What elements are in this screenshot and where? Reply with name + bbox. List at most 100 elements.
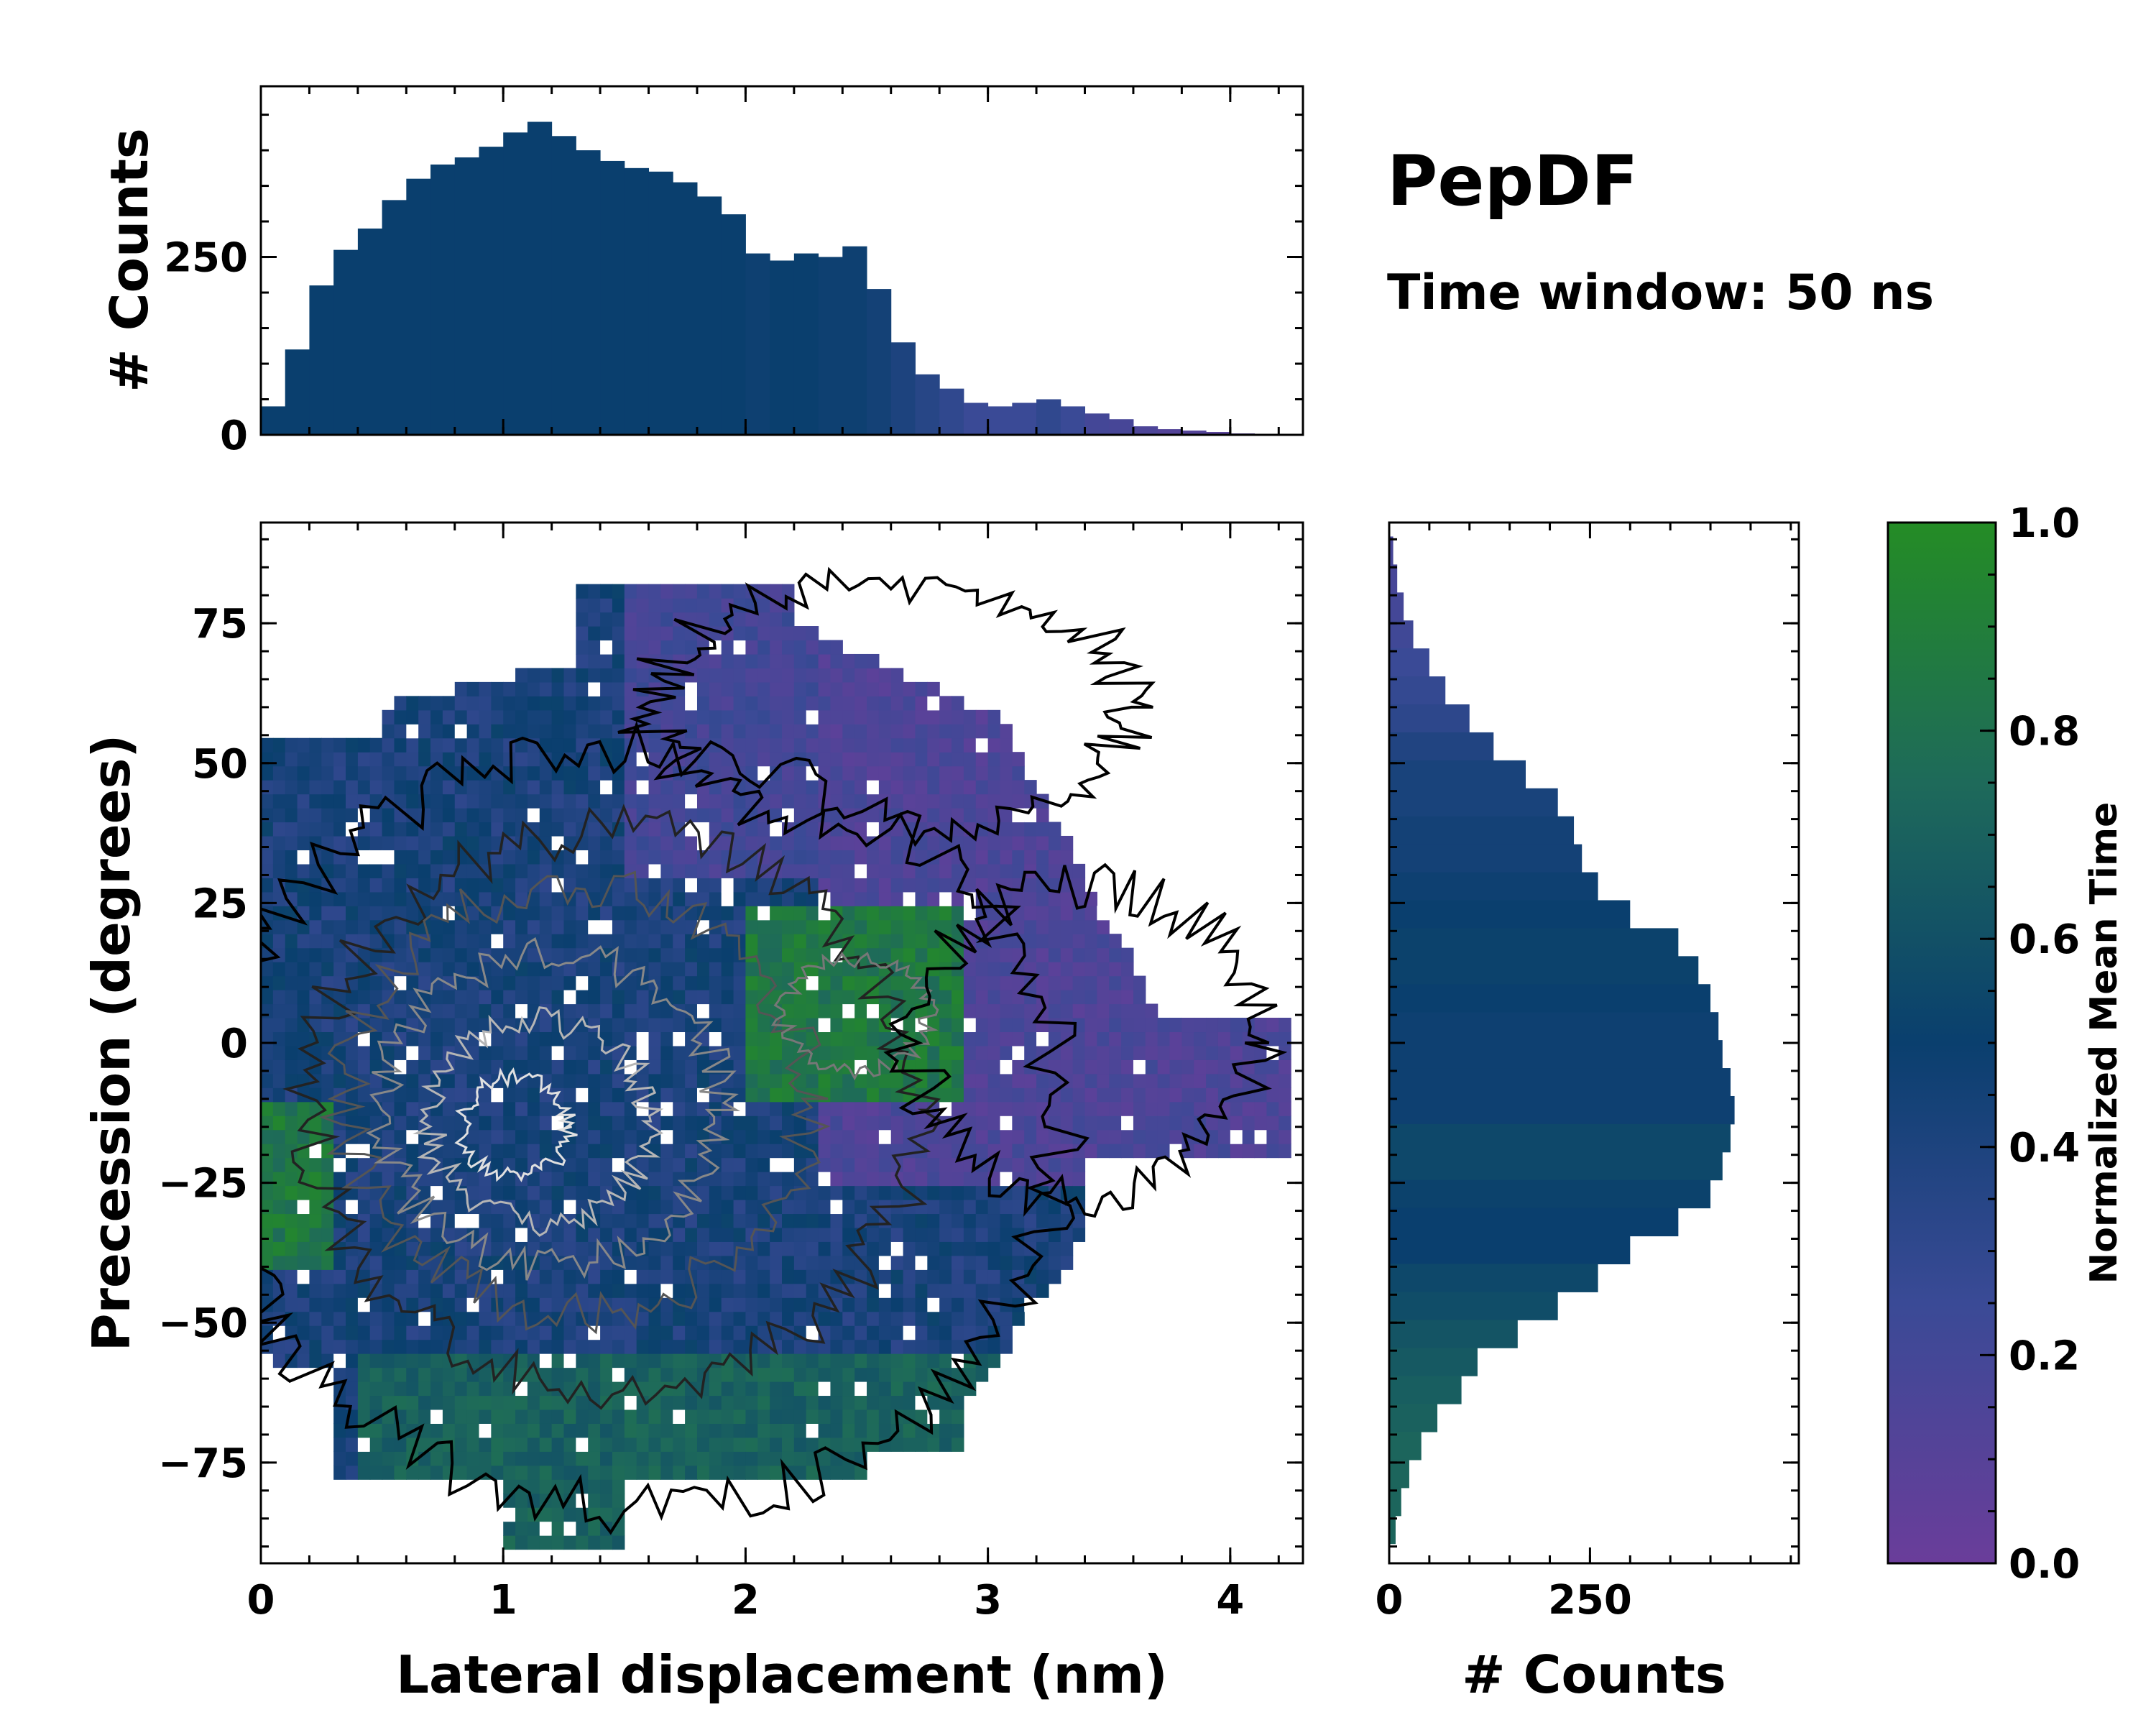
- heatmap-cell: [1279, 1116, 1291, 1131]
- heatmap-cell: [793, 1423, 807, 1438]
- heatmap-cell: [309, 947, 322, 962]
- heatmap-cell: [685, 947, 698, 962]
- heatmap-cell: [1133, 1059, 1146, 1075]
- heatmap-cell: [685, 696, 698, 711]
- heatmap-cell: [588, 780, 601, 795]
- heatmap-cell: [346, 1199, 359, 1215]
- heatmap-cell: [696, 1395, 710, 1410]
- heatmap-cell: [588, 1451, 601, 1466]
- heatmap-cell: [394, 1395, 407, 1410]
- heatmap-cell: [830, 878, 843, 893]
- heatmap-cell: [952, 1269, 964, 1284]
- top-histogram-bar: [915, 374, 940, 435]
- heatmap-cell: [696, 1116, 710, 1131]
- heatmap-cell: [830, 640, 843, 655]
- heatmap-cell: [321, 1283, 334, 1298]
- heatmap-cell: [878, 1185, 892, 1200]
- heatmap-cell: [285, 808, 298, 823]
- heatmap-cell: [576, 1283, 589, 1298]
- heatmap-cell: [418, 962, 431, 977]
- heatmap-cell: [867, 1129, 880, 1144]
- heatmap-cell: [721, 934, 734, 949]
- heatmap-cell: [551, 737, 565, 753]
- heatmap-cell: [660, 947, 673, 962]
- heatmap-cell: [648, 1031, 661, 1046]
- heatmap-cell: [927, 1311, 940, 1326]
- heatmap-cell: [515, 752, 528, 767]
- heatmap-cell: [588, 1297, 601, 1312]
- heatmap-cell: [830, 780, 843, 795]
- heatmap-cell: [394, 891, 407, 906]
- heatmap-cell: [878, 1101, 892, 1116]
- heatmap-cell: [588, 696, 601, 711]
- heatmap-cell: [1024, 1269, 1037, 1284]
- heatmap-cell: [454, 681, 468, 696]
- heatmap-cell: [673, 934, 686, 949]
- heatmap-cell: [636, 1213, 650, 1228]
- heatmap-cell: [867, 1325, 880, 1340]
- heatmap-cell: [939, 1283, 952, 1298]
- main-ylabel: Precession (degrees): [81, 735, 142, 1352]
- chart-title: PepDF: [1387, 141, 1638, 221]
- heatmap-cell: [648, 1185, 661, 1200]
- heatmap-cell: [454, 1381, 468, 1397]
- top-histogram-bar: [1157, 429, 1182, 435]
- heatmap-cell: [733, 1116, 747, 1131]
- heatmap-cell: [696, 1073, 710, 1088]
- heatmap-cell: [890, 1395, 904, 1410]
- heatmap-cell: [1145, 1144, 1158, 1159]
- heatmap-cell: [733, 1409, 747, 1424]
- heatmap-cell: [963, 1144, 977, 1159]
- heatmap-cell: [733, 1465, 747, 1480]
- heatmap-cell: [648, 1073, 661, 1088]
- heatmap-cell: [806, 962, 819, 977]
- heatmap-cell: [418, 1144, 431, 1159]
- heatmap-cell: [1000, 1339, 1013, 1354]
- heatmap-cell: [272, 990, 286, 1005]
- heatmap-cell: [539, 934, 553, 949]
- heatmap-cell: [382, 709, 395, 724]
- contour-line: [617, 566, 1156, 848]
- heatmap-cell: [321, 1213, 334, 1228]
- heatmap-cell: [588, 681, 601, 696]
- heatmap-cell: [648, 612, 661, 627]
- heatmap-cell: [745, 765, 758, 781]
- heatmap-cell: [527, 1199, 540, 1215]
- right-histogram-bar: [1389, 1123, 1731, 1153]
- heatmap-cell: [1157, 1045, 1171, 1060]
- heatmap-cell: [297, 737, 310, 753]
- heatmap-cell: [818, 863, 831, 878]
- heatmap-cell: [696, 1101, 710, 1116]
- heatmap-cell: [346, 878, 359, 893]
- heatmap-cell: [261, 878, 274, 893]
- heatmap-cell: [551, 1157, 565, 1172]
- heatmap-cell: [939, 1157, 952, 1172]
- heatmap-cell: [696, 794, 710, 809]
- heatmap-cell: [793, 1465, 807, 1480]
- heatmap-cell: [430, 1101, 443, 1116]
- heatmap-cell: [539, 990, 553, 1005]
- heatmap-cell: [963, 835, 977, 851]
- heatmap-cell: [721, 696, 734, 711]
- heatmap-cell: [867, 765, 880, 781]
- heatmap-cell: [867, 1297, 880, 1312]
- heatmap-cell: [854, 1073, 867, 1088]
- right-histogram-bar: [1389, 536, 1393, 565]
- heatmap-cell: [1097, 1017, 1110, 1033]
- heatmap-cell: [394, 1045, 407, 1060]
- heatmap-cell: [576, 1172, 589, 1187]
- heatmap-cell: [952, 1241, 964, 1256]
- heatmap-cell: [600, 1381, 613, 1397]
- heatmap-cell: [660, 1116, 673, 1131]
- heatmap-cell: [648, 1297, 661, 1312]
- heatmap-cell: [503, 1325, 516, 1340]
- heatmap-cells: [261, 584, 1291, 1550]
- heatmap-cell: [890, 668, 904, 683]
- heatmap-cell: [975, 780, 989, 795]
- heatmap-cell: [939, 1017, 952, 1033]
- heatmap-cell: [975, 1073, 989, 1088]
- heatmap-cell: [1072, 1059, 1086, 1075]
- heatmap-cell: [696, 947, 710, 962]
- heatmap-cell: [782, 668, 795, 683]
- heatmap-cell: [1279, 1087, 1291, 1103]
